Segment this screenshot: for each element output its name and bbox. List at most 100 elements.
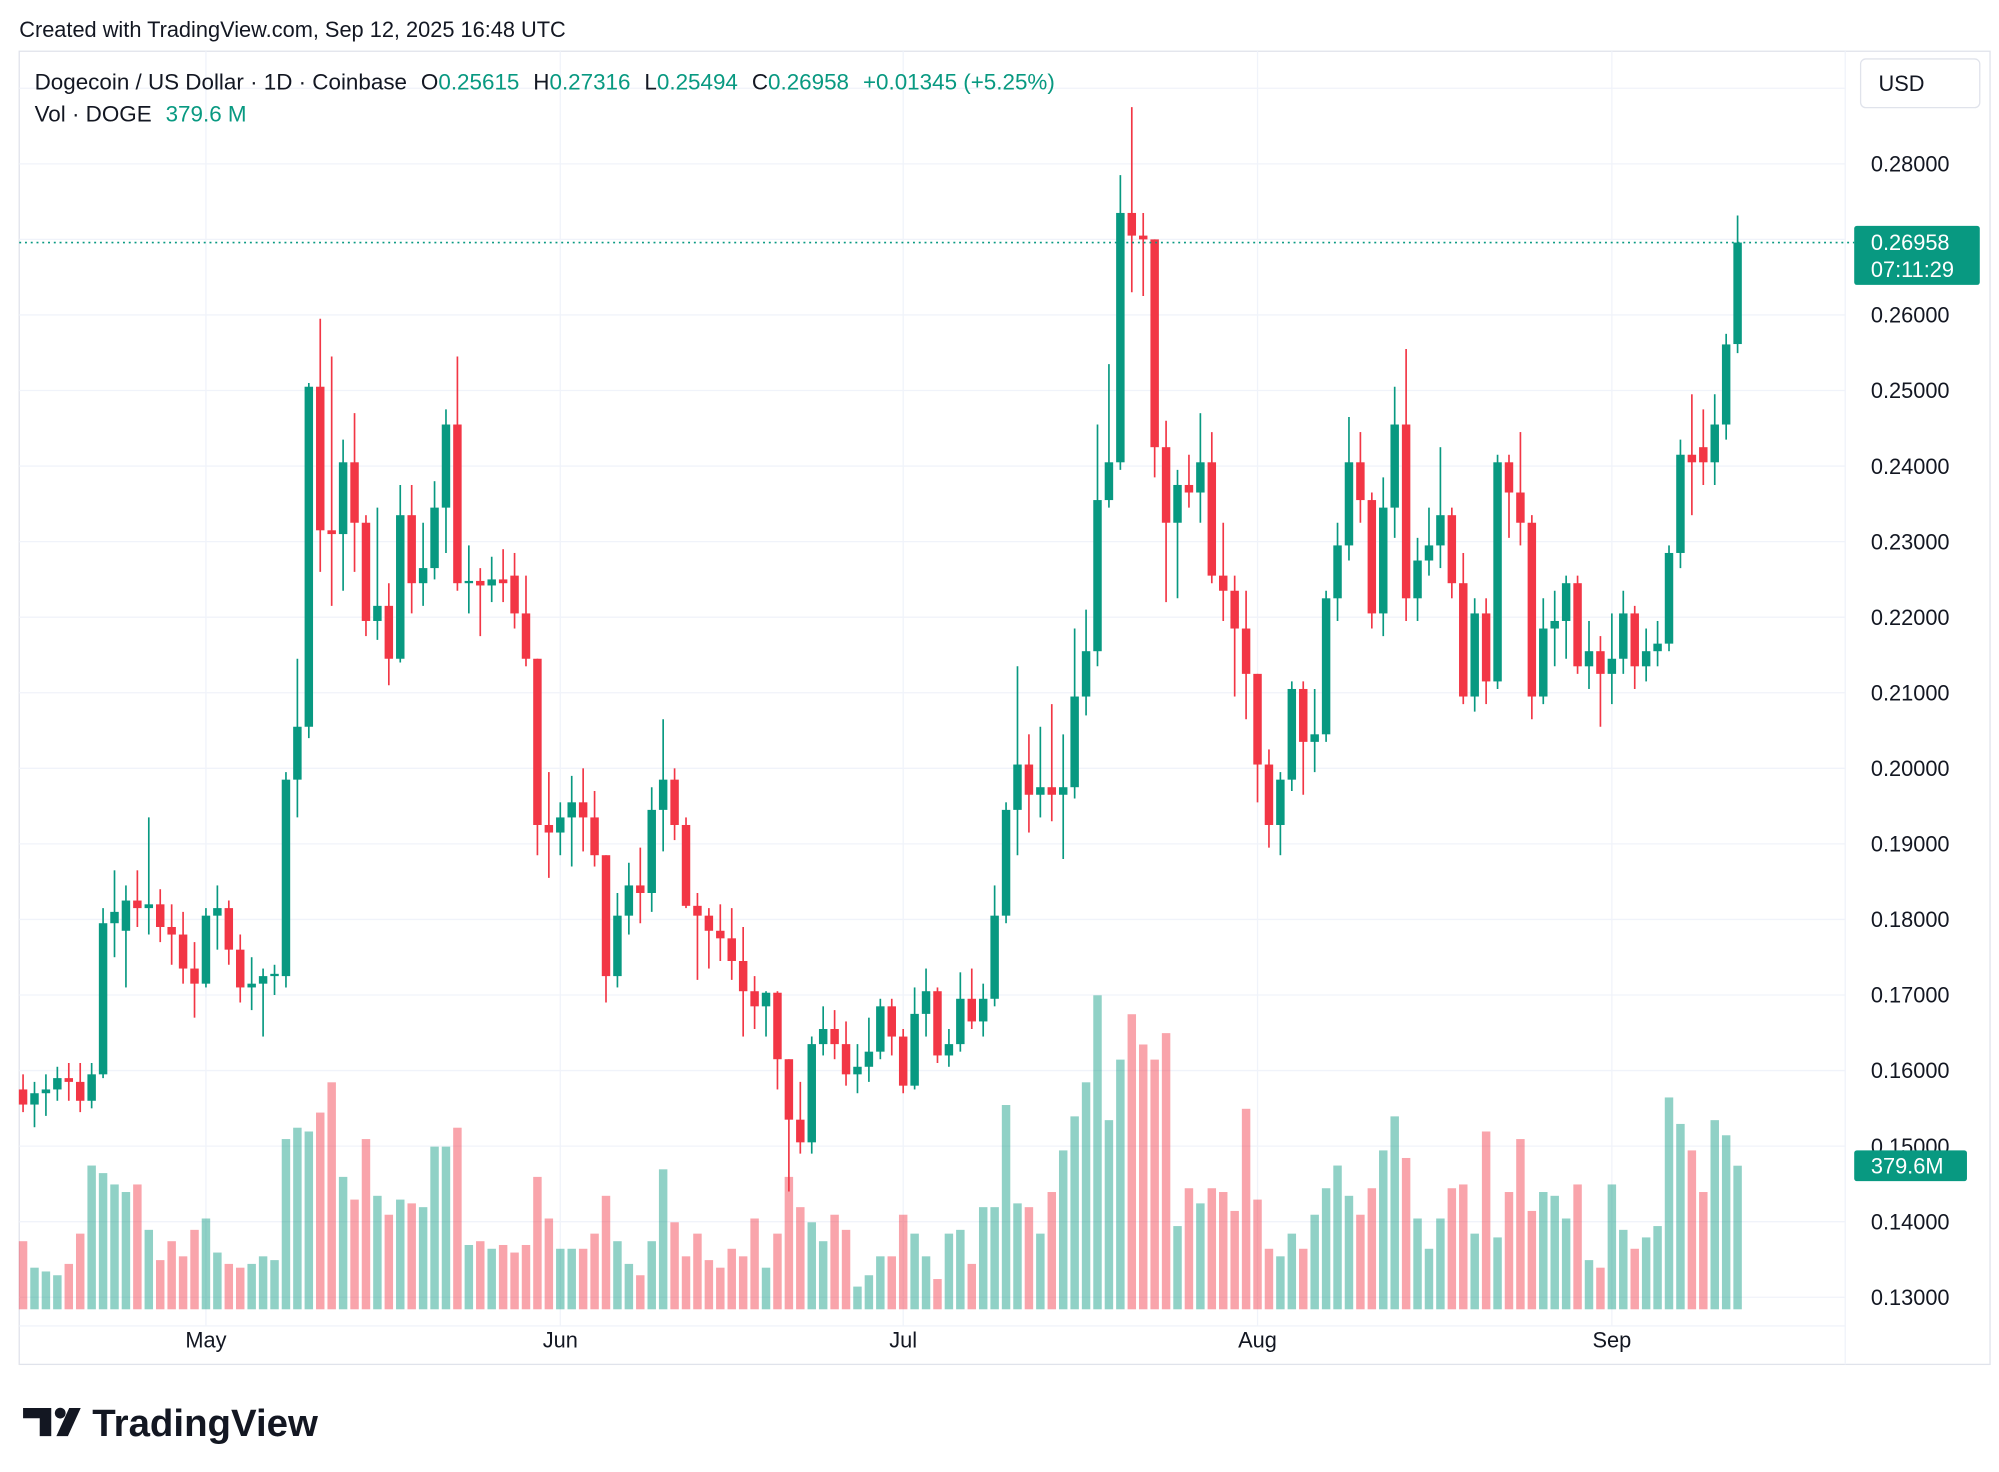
volume-bar [601, 1195, 611, 1310]
candle-body [1356, 462, 1365, 501]
volume-bar [144, 1229, 154, 1310]
candle-body [293, 726, 302, 780]
volume-bar [738, 1256, 748, 1310]
volume-bar [1138, 1044, 1148, 1310]
candle-body [64, 1078, 74, 1082]
candle-body [476, 580, 485, 586]
volume-bar [167, 1241, 176, 1310]
candle-body [1333, 545, 1342, 599]
ohlc-key: O [421, 70, 438, 95]
candle-body [670, 779, 679, 825]
volume-bar [1573, 1184, 1582, 1310]
candle-body [864, 1051, 874, 1067]
candle-body [338, 462, 348, 535]
volume-bar [1367, 1188, 1377, 1310]
volume-bar [1390, 1116, 1399, 1310]
volume-bar [453, 1127, 462, 1310]
candle-body [144, 904, 154, 909]
volume-bar [178, 1256, 188, 1310]
candle-body [1161, 447, 1171, 523]
volume-bar [1196, 1203, 1205, 1310]
candle-body [1367, 500, 1377, 614]
volume-bar [876, 1256, 885, 1310]
y-tick-label: 0.13000 [1871, 1285, 1950, 1310]
candle-body [1379, 507, 1388, 614]
candle-body [87, 1074, 96, 1101]
candle-body [98, 923, 108, 1075]
volume-legend: Vol · DOGE 379.6 M [35, 102, 247, 127]
candle-body [1504, 462, 1514, 493]
candle-body [1047, 787, 1057, 795]
volume-bar [1436, 1218, 1445, 1310]
ohlc-value: 0.25494 [657, 70, 738, 95]
currency-box[interactable] [1859, 58, 1981, 109]
volume-bar [1470, 1233, 1479, 1310]
volume-bar [224, 1263, 234, 1310]
candle-body [1230, 590, 1239, 629]
volume-bar [293, 1127, 302, 1310]
candle-body [407, 515, 416, 584]
volume-bar [750, 1218, 759, 1310]
candle-body [647, 809, 656, 893]
volume-bar [98, 1173, 108, 1310]
candle-body [1390, 424, 1399, 508]
candle-body [213, 908, 222, 916]
candle-body [304, 386, 314, 727]
y-tick-label: 0.18000 [1871, 907, 1950, 932]
volume-bar [498, 1244, 508, 1310]
volume-bar [64, 1263, 74, 1310]
candle-body [1630, 613, 1639, 667]
volume-bar [1459, 1184, 1468, 1310]
candle-body [487, 579, 496, 586]
candle-body [1001, 809, 1011, 916]
candle-body [1481, 613, 1491, 682]
x-tick-label: May [185, 1328, 226, 1353]
candle-body [201, 915, 211, 984]
candle-body [521, 613, 531, 659]
volume-bar [590, 1233, 599, 1310]
candle-body [578, 802, 588, 818]
volume-bar [373, 1195, 382, 1310]
candle-body [281, 779, 291, 977]
candle-body [1470, 613, 1479, 697]
volume-bar [1070, 1116, 1079, 1310]
volume-bar [1287, 1233, 1297, 1310]
volume-bar [247, 1263, 256, 1310]
volume-bar [567, 1248, 576, 1310]
volume-bar [1047, 1192, 1057, 1310]
candle-body [441, 424, 451, 508]
volume-bar [636, 1275, 645, 1310]
x-tick-label: Aug [1238, 1328, 1277, 1353]
volume-bar [933, 1279, 942, 1310]
candle-body [1573, 583, 1582, 667]
volume-bar [967, 1263, 976, 1310]
volume-bar [338, 1176, 348, 1310]
price-tag-timer: 07:11:29 [1871, 257, 1954, 282]
candle-body [1024, 764, 1034, 795]
candle-body [224, 908, 234, 950]
candle-body [110, 911, 119, 924]
y-tick-label: 0.24000 [1871, 454, 1950, 479]
volume-tag [1854, 1150, 1967, 1182]
candle-body [738, 960, 748, 992]
volume-bar [784, 1176, 794, 1310]
candle-series [18, 107, 1742, 1192]
y-tick-label: 0.19000 [1871, 832, 1950, 857]
volume-bar [1127, 1014, 1137, 1310]
volume-bar [430, 1146, 439, 1310]
candle-body [1081, 651, 1091, 697]
candle-body [681, 824, 691, 906]
volume-bar [1264, 1248, 1274, 1310]
volume-bar [396, 1199, 405, 1310]
volume-bar [1664, 1097, 1674, 1310]
candle-body [1116, 212, 1125, 463]
candle-body [784, 1059, 794, 1120]
volume-bar [1344, 1195, 1354, 1310]
volume-bar [1607, 1184, 1617, 1310]
volume-bar [441, 1146, 451, 1310]
volume-bar [1310, 1214, 1319, 1310]
candle-body [1173, 484, 1182, 523]
candle-body [1253, 673, 1262, 765]
volume-bar [1253, 1199, 1262, 1310]
